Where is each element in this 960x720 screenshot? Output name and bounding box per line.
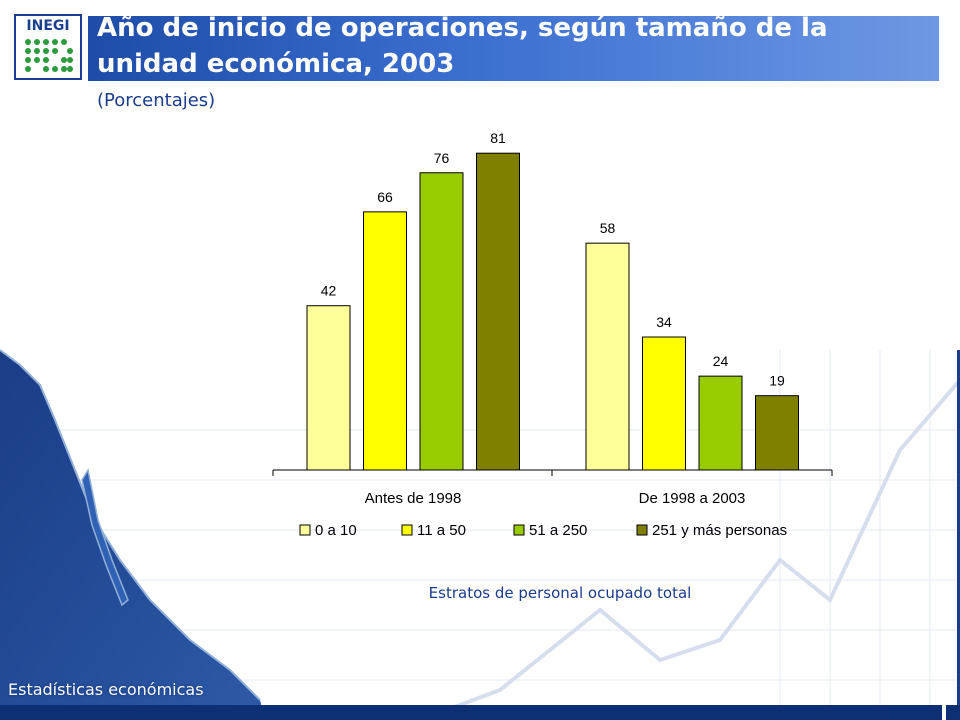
bar bbox=[306, 305, 351, 471]
footer-label: Estadísticas económicas bbox=[8, 680, 204, 699]
data-label: 42 bbox=[321, 283, 337, 299]
data-label: 81 bbox=[490, 130, 506, 146]
footer-bar bbox=[0, 705, 960, 720]
x-axis-title: Estratos de personal ocupado total bbox=[428, 584, 692, 602]
legend-swatch bbox=[513, 524, 525, 536]
data-label: 19 bbox=[769, 373, 785, 389]
data-label: 34 bbox=[656, 314, 672, 330]
legend-label: 11 a 50 bbox=[417, 522, 466, 539]
inegi-logo: INEGI bbox=[14, 14, 82, 80]
legend-label: 251 y más personas bbox=[652, 522, 787, 539]
bar bbox=[642, 336, 686, 471]
page-title: Año de inicio de operaciones, según tama… bbox=[97, 13, 828, 79]
bar bbox=[419, 172, 464, 471]
legend-swatch bbox=[299, 524, 311, 536]
data-label: 76 bbox=[434, 150, 450, 166]
data-label: 58 bbox=[600, 220, 616, 236]
logo-dots-icon bbox=[25, 39, 73, 72]
legend-label: 0 a 10 bbox=[315, 522, 357, 539]
bar bbox=[755, 395, 799, 471]
title-bar bbox=[88, 16, 939, 81]
bar bbox=[585, 242, 630, 471]
logo-text: INEGI bbox=[26, 18, 70, 34]
legend-swatch bbox=[636, 524, 648, 536]
bar bbox=[363, 211, 407, 471]
data-label: 24 bbox=[713, 353, 729, 369]
legend-label: 51 a 250 bbox=[529, 522, 587, 539]
data-label: 66 bbox=[377, 189, 393, 205]
category-label: Antes de 1998 bbox=[365, 490, 462, 507]
bar bbox=[698, 375, 743, 471]
page-subtitle: (Porcentajes) bbox=[97, 90, 216, 111]
category-label: De 1998 a 2003 bbox=[639, 490, 746, 507]
bar bbox=[476, 152, 520, 471]
footer-marker bbox=[942, 700, 946, 720]
legend-swatch bbox=[401, 524, 413, 536]
